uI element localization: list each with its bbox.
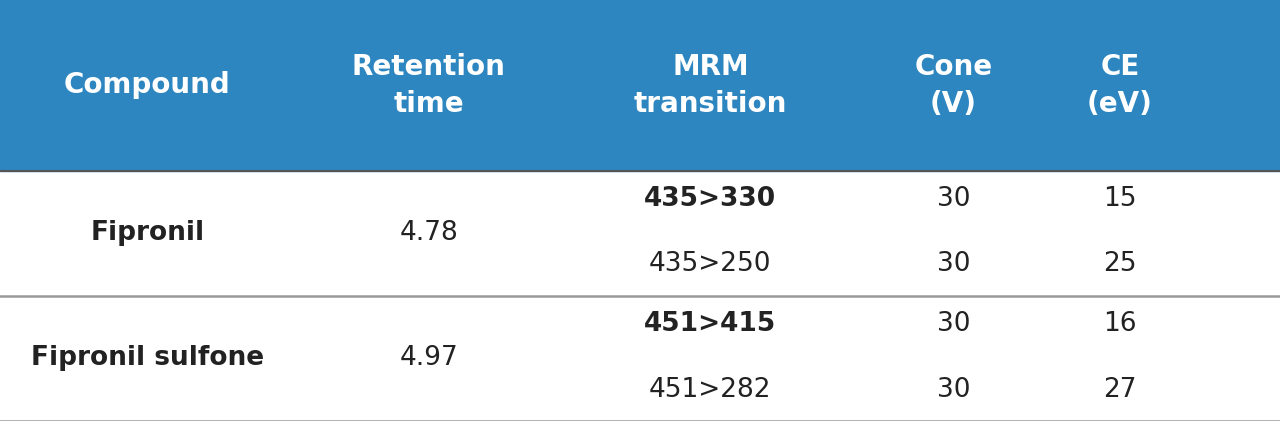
Text: 435>250: 435>250 [649, 251, 772, 277]
Text: 25: 25 [1103, 251, 1137, 277]
Text: 451>282: 451>282 [649, 377, 772, 403]
Text: CE
(eV): CE (eV) [1087, 53, 1153, 117]
Text: 15: 15 [1103, 186, 1137, 212]
Text: 30: 30 [937, 377, 970, 403]
Text: 16: 16 [1103, 311, 1137, 337]
Text: 4.78: 4.78 [399, 220, 458, 246]
Text: Retention
time: Retention time [352, 53, 506, 117]
Text: 4.97: 4.97 [399, 345, 458, 371]
Text: Fipronil sulfone: Fipronil sulfone [31, 345, 264, 371]
Bar [0, 0, 1280, 171]
Text: Compound: Compound [64, 71, 230, 99]
Text: Cone
(V): Cone (V) [914, 53, 993, 117]
Text: MRM
transition: MRM transition [634, 53, 787, 117]
Bar [0, 171, 1280, 421]
Text: 30: 30 [937, 186, 970, 212]
Text: 27: 27 [1103, 377, 1137, 403]
Text: Fipronil: Fipronil [90, 220, 205, 246]
Text: 30: 30 [937, 311, 970, 337]
Text: 451>415: 451>415 [644, 311, 777, 337]
Text: 435>330: 435>330 [644, 186, 777, 212]
Text: 30: 30 [937, 251, 970, 277]
